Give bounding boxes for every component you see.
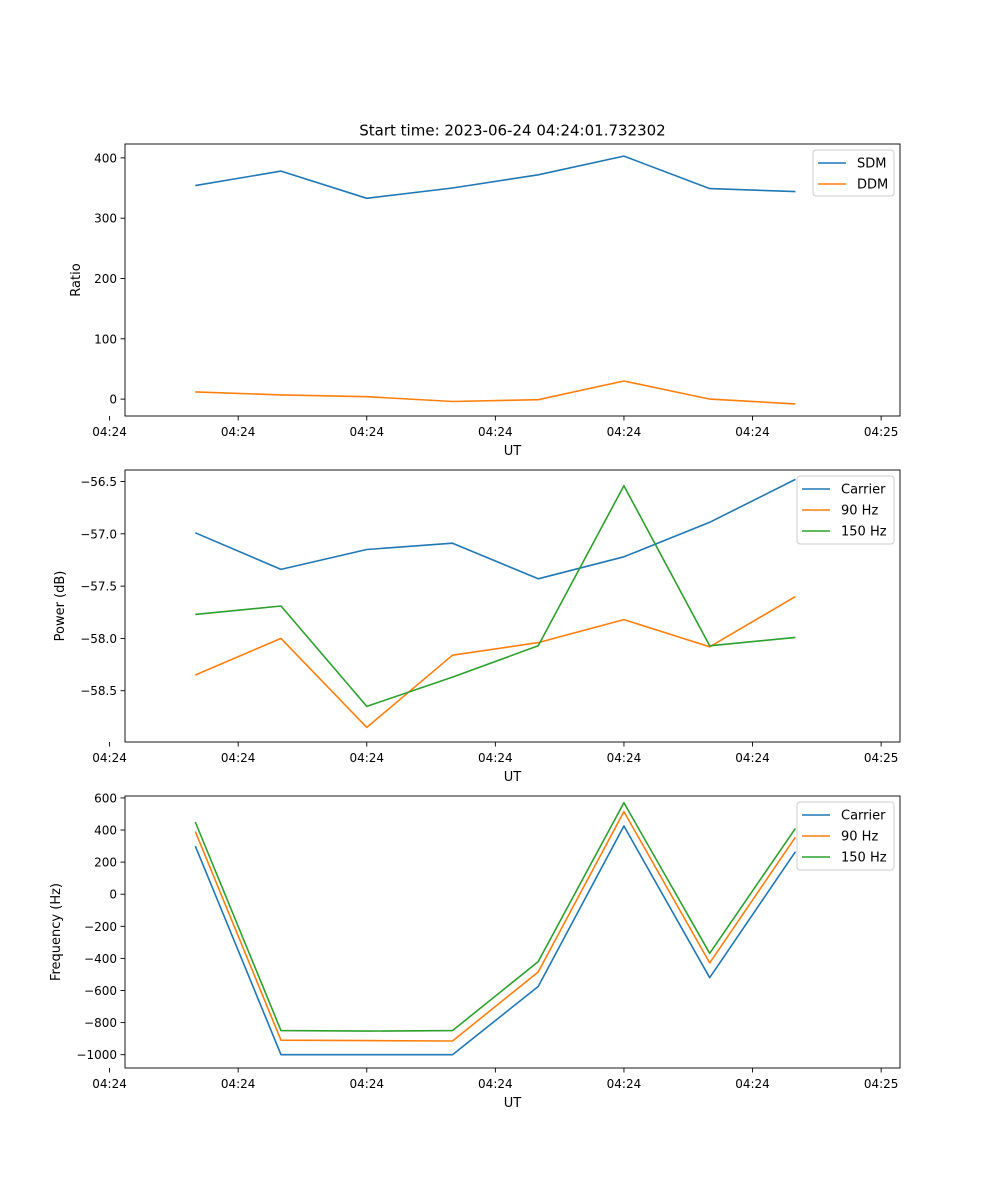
ratio-x-tick-label: 04:24 [92, 425, 127, 439]
ratio-x-tick-label: 04:24 [478, 425, 513, 439]
power-series-line-150-hz [195, 484, 796, 708]
power-y-tick-label: −58.5 [80, 684, 117, 698]
frequency-series-line-carrier [194, 825, 797, 1056]
ratio-x-tick-label: 04:24 [221, 425, 256, 439]
ratio-y-tick-label: 0 [109, 393, 117, 407]
ratio-y-tick-label: 200 [94, 272, 117, 286]
ratio-series-line-sdm [195, 155, 796, 200]
ratio-legend-label-sdm: SDM [857, 157, 886, 172]
frequency-x-tick-label: 04:24 [478, 1077, 513, 1091]
frequency-y-axis-label: Frequency (Hz) [49, 883, 64, 981]
ratio-x-tick-label: 04:24 [735, 425, 770, 439]
frequency-series-line-150-hz [194, 801, 797, 1032]
power-y-tick-label: −56.5 [80, 475, 117, 489]
ratio-legend-label-ddm: DDM [857, 178, 888, 193]
ratio-y-tick-label: 300 [94, 212, 117, 226]
frequency-x-tick-label: 04:24 [92, 1077, 127, 1091]
frequency-legend: Carrier 90 Hz 150 Hz [796, 801, 895, 871]
power-y-tick-label: −58.0 [80, 632, 117, 646]
frequency-x-tick-label: 04:24 [221, 1077, 256, 1091]
ratio-x-axis-label: UT [504, 444, 522, 459]
frequency-x-axis-label: UT [504, 1096, 522, 1111]
frequency-y-tick-label: −800 [84, 1016, 117, 1030]
ratio-y-tick-label: 400 [94, 151, 117, 165]
frequency-y-tick-label: −400 [84, 952, 117, 966]
power-series-line-carrier [194, 478, 796, 580]
power-x-tick-label: 04:24 [349, 751, 384, 765]
power-x-tick-label: 04:24 [607, 751, 642, 765]
power-y-tick-label: −57.5 [80, 580, 117, 594]
frequency-x-tick-label: 04:25 [864, 1077, 899, 1091]
power-y-tick-label: −57.0 [80, 527, 117, 541]
ratio-y-tick-label: 100 [94, 332, 117, 346]
ratio-y-axis-label: Ratio [69, 263, 84, 296]
power-legend-label-150-hz: 150 Hz [841, 525, 887, 540]
frequency-x-tick-label: 04:24 [735, 1077, 770, 1091]
ratio-chart-panel: 04:24 04:24 04:24 04:24 04:24 04:24 04:25 0 100 2… [69, 143, 901, 459]
frequency-legend-frame [796, 801, 895, 871]
frequency-series-line-90-hz [194, 810, 797, 1042]
frequency-y-tick-label: −1000 [76, 1048, 117, 1062]
power-series-line-90-hz [194, 595, 796, 729]
frequency-x-tick-label: 04:24 [607, 1077, 642, 1091]
frequency-chart-panel: 04:24 04:24 04:24 04:24 04:24 04:24 04:25 600 40… [49, 791, 901, 1111]
frequency-y-tick-label: 600 [94, 791, 117, 805]
ratio-legend: SDM DDM [812, 149, 895, 197]
power-axes-frame [124, 469, 901, 743]
ratio-series-line-ddm [195, 380, 796, 405]
frequency-legend-label-carrier: Carrier [841, 809, 886, 824]
frequency-axes-frame [124, 795, 901, 1069]
power-legend-label-carrier: Carrier [841, 483, 886, 498]
power-y-axis-label: Power (dB) [53, 571, 68, 642]
power-chart-panel: 04:24 04:24 04:24 04:24 04:24 04:24 04:25 −56.5… [53, 469, 901, 785]
frequency-y-tick-label: 0 [109, 888, 117, 902]
power-x-axis-label: UT [504, 770, 522, 785]
ratio-x-tick-label: 04:24 [349, 425, 384, 439]
ratio-axes-frame [124, 143, 901, 417]
ratio-x-tick-label: 04:24 [607, 425, 642, 439]
power-x-tick-label: 04:24 [221, 751, 256, 765]
frequency-x-tick-label: 04:24 [349, 1077, 384, 1091]
frequency-legend-label-150-hz: 150 Hz [841, 851, 887, 866]
power-legend-label-90-hz: 90 Hz [841, 504, 878, 519]
power-x-tick-label: 04:25 [864, 751, 899, 765]
power-legend: Carrier 90 Hz 150 Hz [796, 475, 895, 545]
frequency-legend-label-90-hz: 90 Hz [841, 830, 878, 845]
power-legend-frame [796, 475, 895, 545]
frequency-y-tick-label: −200 [84, 920, 117, 934]
frequency-y-tick-label: −600 [84, 984, 117, 998]
power-x-tick-label: 04:24 [92, 751, 127, 765]
frequency-y-tick-label: 400 [94, 824, 117, 838]
power-x-tick-label: 04:24 [735, 751, 770, 765]
ratio-x-tick-label: 04:25 [864, 425, 899, 439]
power-x-tick-label: 04:24 [478, 751, 513, 765]
chart-title: Start time: 2023-06-24 04:24:01.732302 [359, 122, 665, 140]
frequency-y-tick-label: 200 [94, 856, 117, 870]
